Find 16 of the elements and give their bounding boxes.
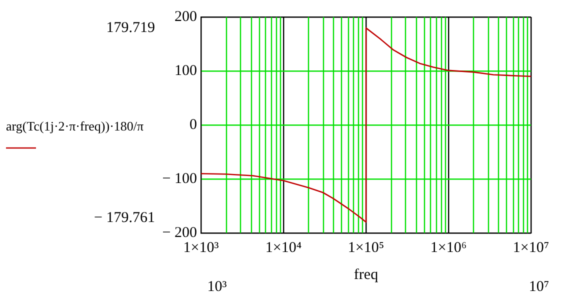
x-tick-label: 1×10⁷ bbox=[512, 240, 550, 256]
text: 10⁷ bbox=[528, 278, 550, 295]
y-tick-label: − 200 bbox=[162, 224, 197, 241]
y-tick-label: 100 bbox=[174, 62, 197, 79]
y-tick-label: − 100 bbox=[162, 170, 197, 187]
y-tick-label: 200 bbox=[174, 8, 197, 25]
y-tick-label: 0 bbox=[190, 116, 197, 133]
x-tick-label: 1×10⁴ bbox=[265, 240, 302, 256]
text: − 179.761 bbox=[94, 210, 155, 226]
text: 179.719 bbox=[106, 20, 155, 36]
text: 10³ bbox=[207, 278, 228, 295]
x-tick-label: 1×10³ bbox=[183, 240, 220, 256]
text: arg(Tc(1j·2·π·freq))·180/π bbox=[6, 118, 144, 134]
x-axis-title: freq bbox=[354, 266, 379, 283]
x-tick-label: 1×10⁵ bbox=[348, 240, 384, 256]
x-tick-label: 1×10⁶ bbox=[430, 240, 467, 256]
